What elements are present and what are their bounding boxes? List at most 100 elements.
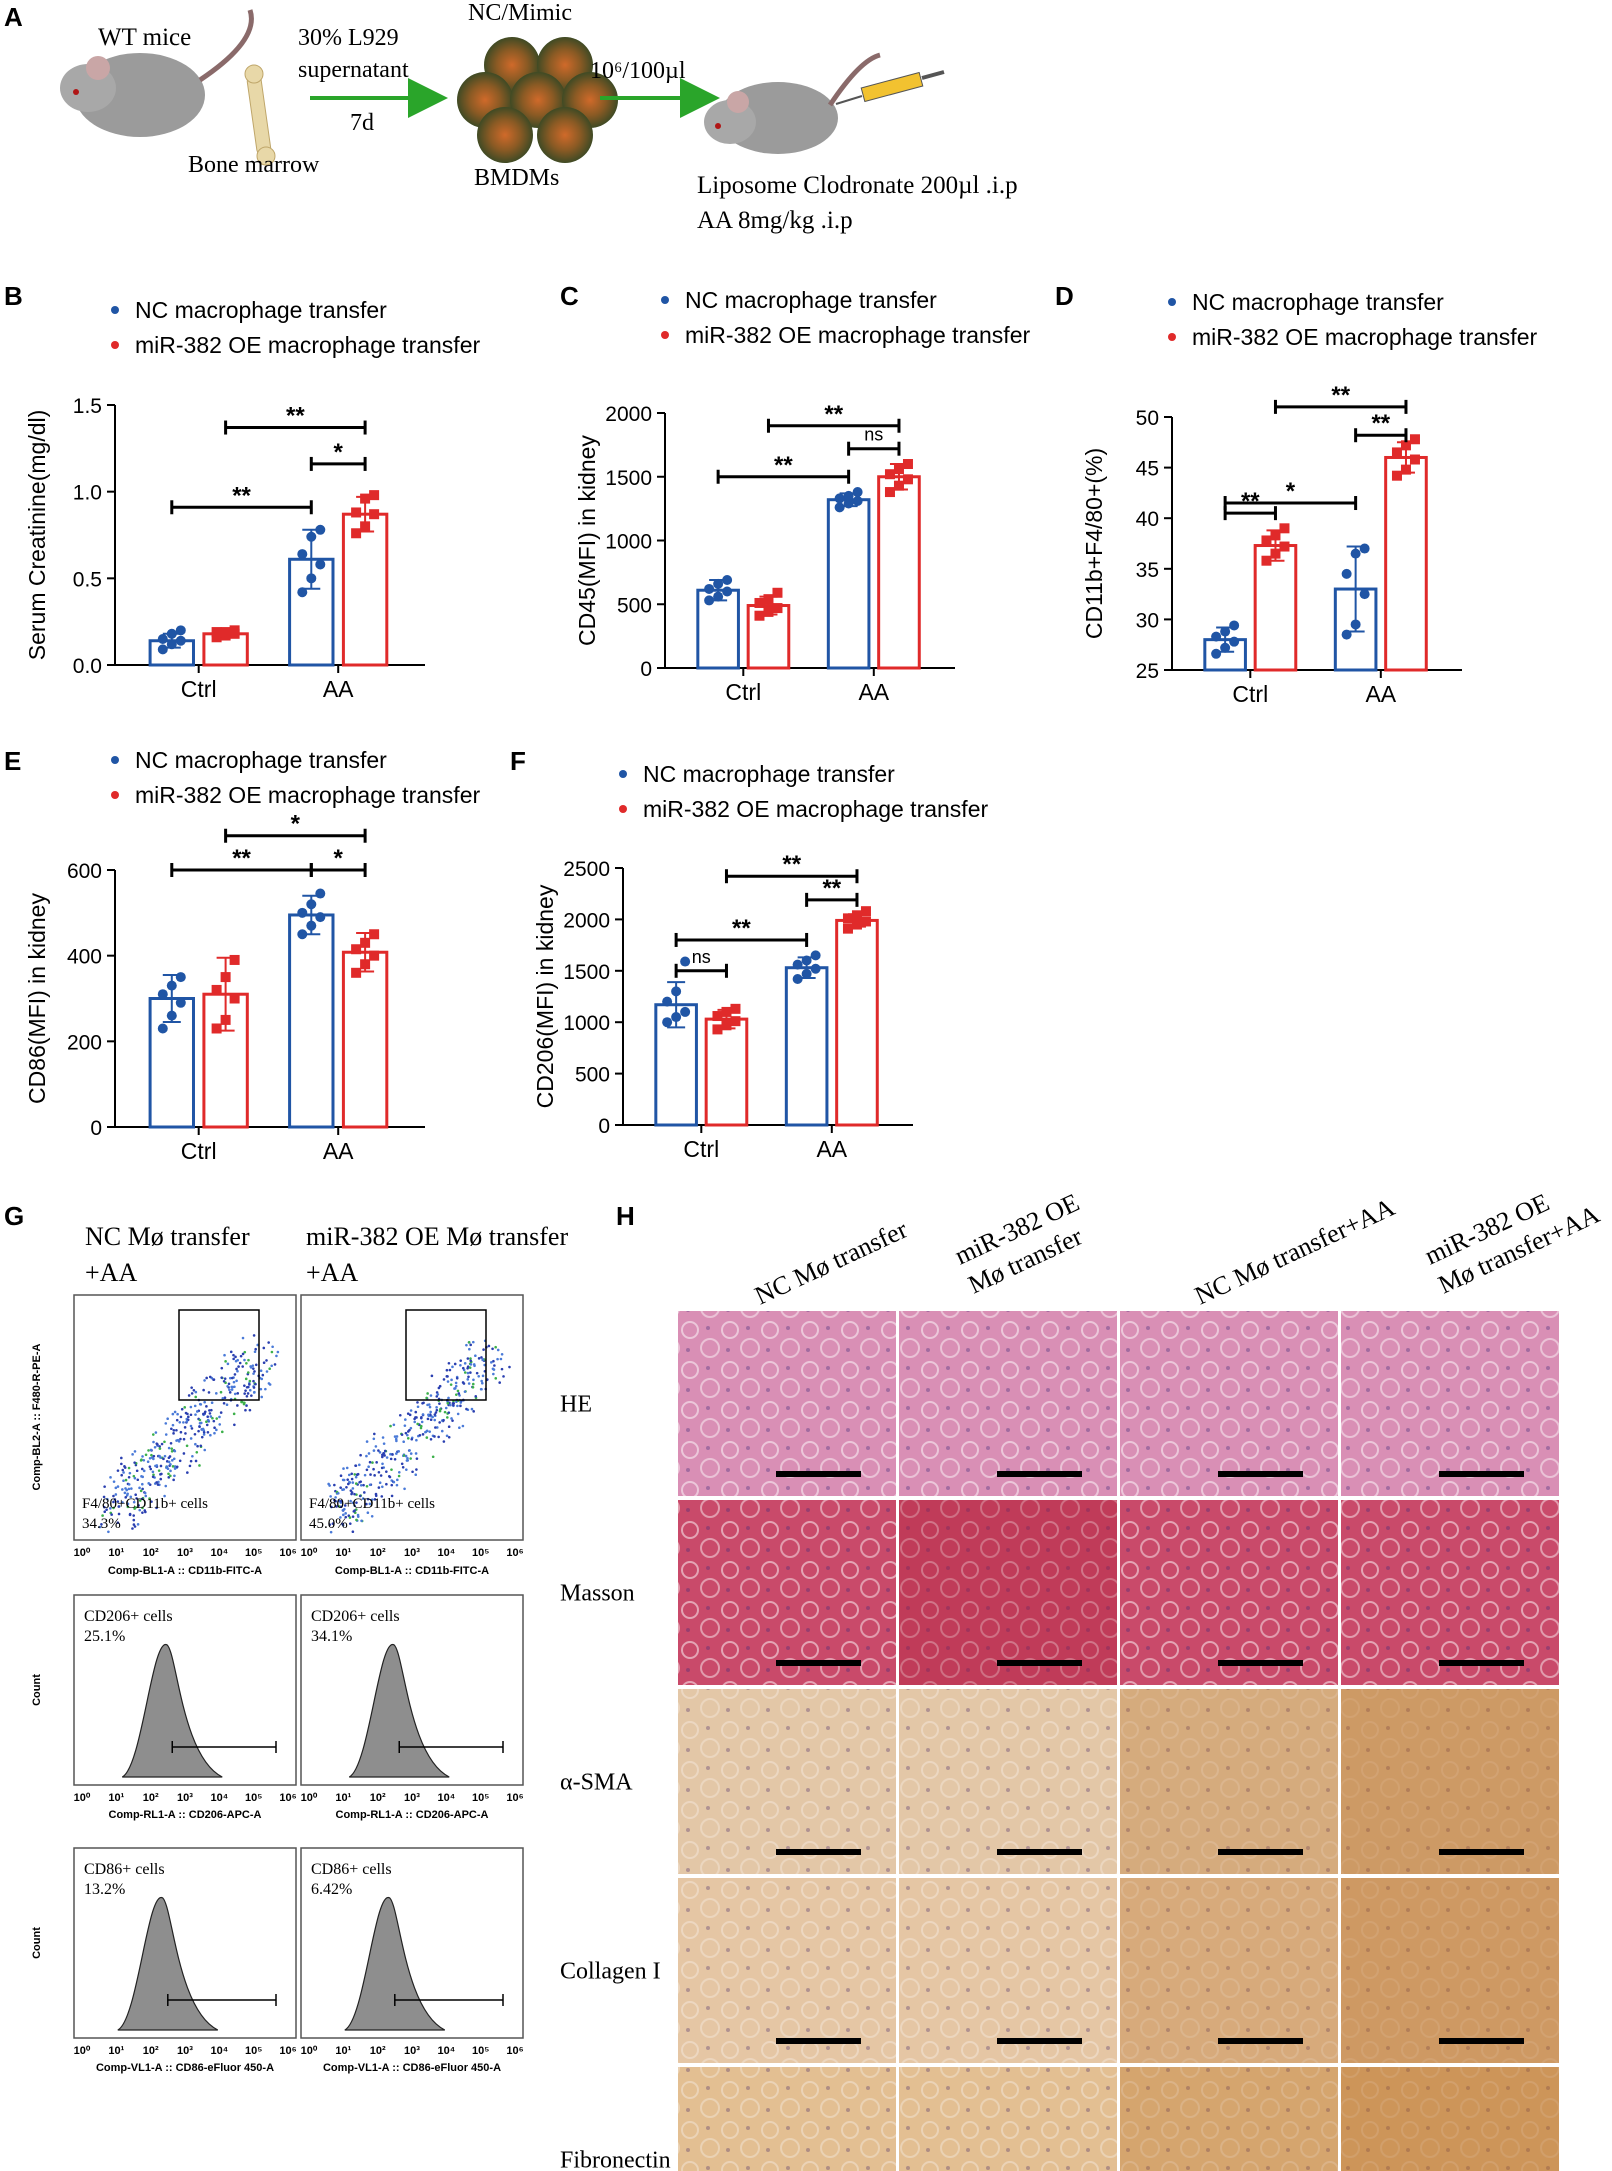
- event-dot: [481, 1381, 484, 1385]
- x-tick-label: 10⁵: [245, 1792, 262, 1804]
- gate-percent: 34.3%: [82, 1516, 121, 1532]
- event-dot: [194, 1413, 197, 1416]
- event-dot: [223, 1377, 227, 1380]
- treatment-line1: Liposome Clodronate 200µl .i.p: [697, 172, 1018, 199]
- bar: [826, 498, 871, 670]
- event-dot: [233, 1373, 237, 1376]
- event-dot: [416, 1422, 419, 1426]
- event-dot: [167, 1472, 170, 1476]
- event-dot: [245, 1362, 248, 1365]
- bar: [704, 1017, 749, 1127]
- bar: [696, 588, 740, 670]
- event-dot: [237, 1365, 240, 1368]
- event-dot: [345, 1466, 349, 1470]
- histology-image: [678, 2067, 896, 2171]
- event-dot: [469, 1359, 472, 1363]
- event-dot: [463, 1371, 467, 1374]
- event-dot: [120, 1473, 123, 1477]
- event-dot: [461, 1424, 465, 1428]
- histology-image: [1341, 1311, 1559, 1496]
- data-point: [893, 464, 904, 475]
- x-tick-label: 10⁰: [301, 1792, 318, 1804]
- event-dot: [113, 1498, 117, 1501]
- data-point: [902, 459, 913, 469]
- event-dot: [103, 1510, 107, 1514]
- x-axis-label: Comp-BL1-A :: CD11b-FITC-A: [335, 1565, 489, 1577]
- event-dot: [148, 1465, 152, 1468]
- event-dot: [500, 1367, 504, 1371]
- event-dot: [243, 1401, 246, 1405]
- event-dot: [403, 1424, 407, 1427]
- event-dot: [120, 1456, 123, 1460]
- event-dot: [236, 1404, 239, 1407]
- event-dot: [117, 1512, 121, 1516]
- event-dot: [147, 1449, 150, 1452]
- event-dot: [147, 1482, 151, 1485]
- y-axis-label: CD11b+F4/80+(%): [1081, 448, 1107, 639]
- event-dot: [132, 1518, 136, 1522]
- tissue-texture: [1120, 1689, 1338, 1874]
- event-dot: [141, 1506, 144, 1510]
- legend-label: NC macrophage transfer: [643, 761, 895, 787]
- x-tick-label: 10⁰: [74, 2045, 91, 2057]
- event-dot: [232, 1380, 236, 1384]
- event-dot: [138, 1486, 141, 1490]
- event-dot: [238, 1361, 242, 1365]
- event-dot: [194, 1395, 198, 1399]
- event-dot: [240, 1400, 243, 1404]
- y-axis-label: Serum Creatinine(mg/dl): [24, 410, 50, 661]
- event-dot: [175, 1465, 179, 1469]
- event-dot: [415, 1468, 418, 1471]
- significance-label: *: [291, 811, 301, 838]
- event-dot: [397, 1470, 401, 1474]
- event-dot: [367, 1452, 371, 1455]
- data-point: [902, 474, 913, 485]
- event-dot: [189, 1413, 193, 1417]
- event-dot: [380, 1485, 384, 1489]
- legend-label: miR-382 OE macrophage transfer: [685, 322, 1030, 348]
- data-point: [1341, 568, 1352, 579]
- event-dot: [128, 1471, 132, 1475]
- event-dot: [385, 1470, 388, 1473]
- event-dot: [339, 1486, 342, 1489]
- event-dot: [475, 1371, 479, 1375]
- data-point: [297, 929, 308, 940]
- event-dot: [329, 1495, 332, 1498]
- event-dot: [373, 1474, 376, 1477]
- population-label: CD86+ cells: [84, 1861, 165, 1878]
- event-dot: [222, 1401, 226, 1405]
- histogram-curve: [117, 1897, 219, 2031]
- event-dot: [127, 1475, 131, 1479]
- event-dot: [121, 1501, 124, 1504]
- gate-label: F4/80+CD11b+ cells: [309, 1496, 435, 1512]
- event-dot: [358, 1480, 361, 1484]
- event-dot: [236, 1392, 240, 1395]
- event-dot: [353, 1473, 357, 1476]
- event-dot: [215, 1392, 218, 1395]
- event-dot: [178, 1420, 182, 1424]
- event-dot: [260, 1395, 264, 1399]
- column-header-3: NC Mø transfer+AA: [1190, 1192, 1399, 1310]
- event-dot: [198, 1418, 202, 1422]
- event-dot: [183, 1426, 187, 1429]
- y-tick-label: 1000: [563, 1012, 610, 1035]
- event-dot: [420, 1420, 424, 1424]
- event-dot: [466, 1357, 470, 1360]
- event-dot: [265, 1359, 268, 1362]
- event-dot: [234, 1355, 237, 1359]
- event-dot: [178, 1459, 182, 1463]
- histogram-curve: [344, 1897, 446, 2031]
- event-dot: [228, 1376, 232, 1380]
- event-dot: [418, 1434, 422, 1437]
- bar: [784, 966, 829, 1127]
- event-dot: [273, 1363, 277, 1366]
- event-dot: [151, 1470, 155, 1474]
- event-dot: [122, 1471, 125, 1474]
- data-point: [306, 899, 317, 910]
- data-point: [1400, 440, 1411, 451]
- event-dot: [254, 1363, 258, 1367]
- event-dot: [159, 1464, 163, 1468]
- event-dot: [198, 1425, 201, 1429]
- event-dot: [457, 1392, 461, 1395]
